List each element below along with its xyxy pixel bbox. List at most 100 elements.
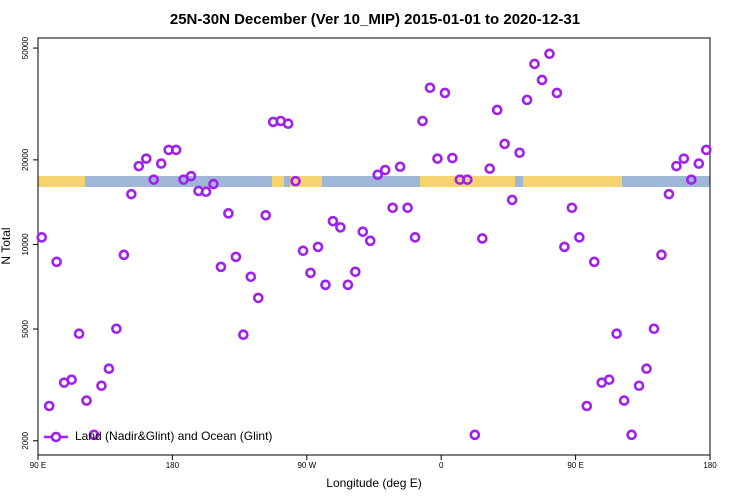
point <box>432 153 443 164</box>
point <box>588 256 600 268</box>
point <box>484 163 496 175</box>
point <box>155 158 167 169</box>
point <box>648 323 660 335</box>
point <box>603 374 615 385</box>
point <box>678 153 690 164</box>
point <box>238 329 249 341</box>
land-band <box>272 176 284 187</box>
point <box>633 380 645 392</box>
point <box>387 202 398 214</box>
point <box>88 429 100 441</box>
point <box>581 400 593 412</box>
point <box>372 169 384 181</box>
x-axis-label: Longitude (deg E) <box>326 476 421 490</box>
point <box>693 158 705 169</box>
point <box>111 323 122 335</box>
point <box>544 48 555 60</box>
point <box>424 82 436 94</box>
point <box>521 94 533 106</box>
point <box>245 271 257 283</box>
point <box>536 74 548 86</box>
point <box>618 395 630 406</box>
point <box>462 174 473 185</box>
point <box>506 194 518 206</box>
chart-title: 25N-30N December (Ver 10_MIP) 2015-01-01… <box>170 11 580 28</box>
point <box>148 174 160 185</box>
point <box>200 186 212 198</box>
point <box>96 380 107 392</box>
point <box>551 87 563 99</box>
x-tick-label: 90 W <box>297 461 316 470</box>
point <box>223 208 234 219</box>
point <box>529 58 540 70</box>
point <box>514 147 525 159</box>
x-tick-label: 90 E <box>567 461 583 470</box>
point <box>357 226 369 237</box>
point <box>491 104 503 116</box>
point <box>312 241 324 253</box>
point <box>574 232 585 243</box>
point <box>36 232 48 243</box>
point <box>81 395 92 406</box>
point <box>170 144 182 156</box>
point <box>663 188 675 200</box>
point <box>439 87 451 99</box>
point <box>103 363 115 375</box>
point <box>290 175 301 187</box>
x-tick-label: 90 E <box>30 461 46 470</box>
land-ocean-strip <box>38 176 710 187</box>
point <box>469 429 481 441</box>
point <box>320 279 331 291</box>
point <box>282 118 294 129</box>
y-tick-label: 5000 <box>21 320 30 338</box>
point <box>230 251 242 263</box>
point <box>350 266 361 278</box>
point <box>476 233 488 244</box>
point <box>641 363 652 375</box>
point <box>394 161 406 173</box>
point <box>327 215 339 227</box>
point <box>611 328 622 340</box>
point <box>133 160 145 172</box>
y-tick-label: 50000 <box>21 36 30 59</box>
point <box>51 256 62 268</box>
point <box>185 170 197 182</box>
point <box>260 209 272 221</box>
point <box>43 400 55 412</box>
point <box>140 153 152 164</box>
land-band <box>290 176 322 187</box>
land-band <box>38 176 85 187</box>
land-band <box>523 176 622 187</box>
point <box>671 160 682 172</box>
point <box>409 232 421 243</box>
point <box>559 241 570 253</box>
land-band <box>420 176 515 187</box>
point <box>342 279 354 291</box>
point <box>417 115 428 127</box>
y-tick-label: 2000 <box>21 431 30 449</box>
point <box>73 328 85 340</box>
plot-frame <box>37 37 711 456</box>
ocean-band <box>38 176 710 187</box>
point <box>305 267 316 279</box>
point <box>656 249 667 261</box>
point <box>364 235 376 247</box>
point <box>686 174 697 185</box>
point <box>335 222 346 233</box>
point <box>208 178 219 190</box>
legend-marker <box>50 431 62 443</box>
point <box>626 429 637 441</box>
point <box>566 202 578 214</box>
y-axis-label: N Total <box>0 227 13 264</box>
x-tick-label: 180 <box>703 461 717 470</box>
point <box>215 261 227 273</box>
point <box>126 188 137 200</box>
point <box>447 152 458 164</box>
y-tick-label: 20000 <box>21 148 30 171</box>
point <box>402 202 413 214</box>
point <box>66 374 77 385</box>
point <box>700 144 712 156</box>
point <box>252 292 264 304</box>
